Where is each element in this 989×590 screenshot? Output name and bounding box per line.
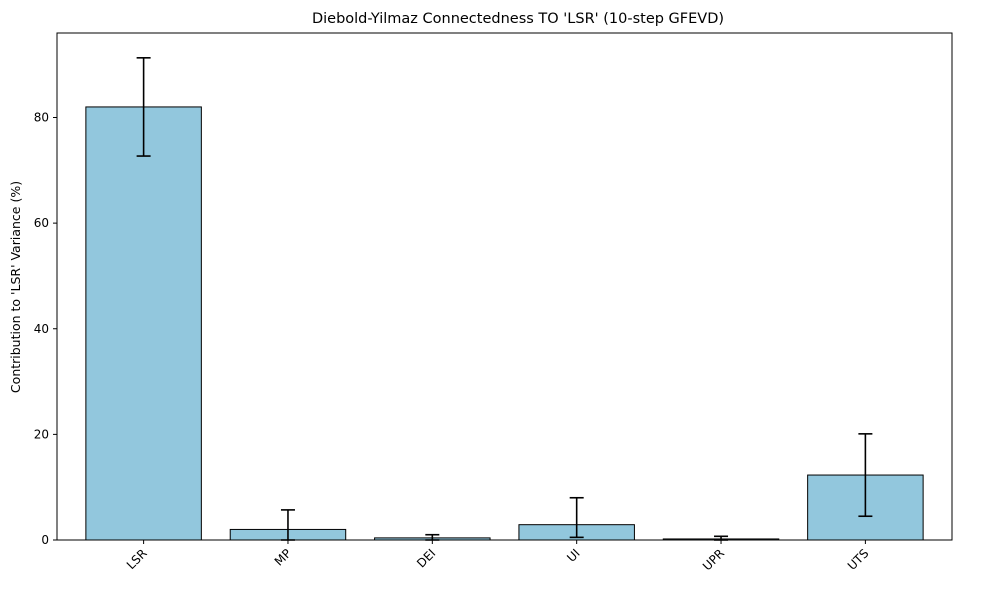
- x-tick-label-uts: UTS: [845, 546, 872, 573]
- plot-area: 0 20 40 60 80 LSR MP DEI UI UPR UTS: [34, 32, 953, 573]
- y-tick-label: 40: [34, 322, 49, 336]
- y-tick-label: 80: [34, 111, 49, 125]
- y-tick-label: 20: [34, 427, 49, 441]
- x-tick-label-ui: UI: [564, 546, 583, 565]
- x-tick-label-mp: MP: [272, 546, 294, 568]
- bar-lsr: [85, 106, 202, 541]
- x-tick-label-lsr: LSR: [124, 546, 150, 572]
- y-axis-label: Contribution to 'LSR' Variance (%): [8, 181, 23, 393]
- y-tick-label: 0: [41, 533, 49, 547]
- x-tick-label-upr: UPR: [700, 546, 727, 573]
- chart-title: Diebold-Yilmaz Connectedness TO 'LSR' (1…: [312, 11, 724, 27]
- x-tick-label-dei: DEI: [414, 546, 438, 570]
- y-tick-label: 60: [34, 216, 49, 230]
- plot-frame: [56, 32, 953, 541]
